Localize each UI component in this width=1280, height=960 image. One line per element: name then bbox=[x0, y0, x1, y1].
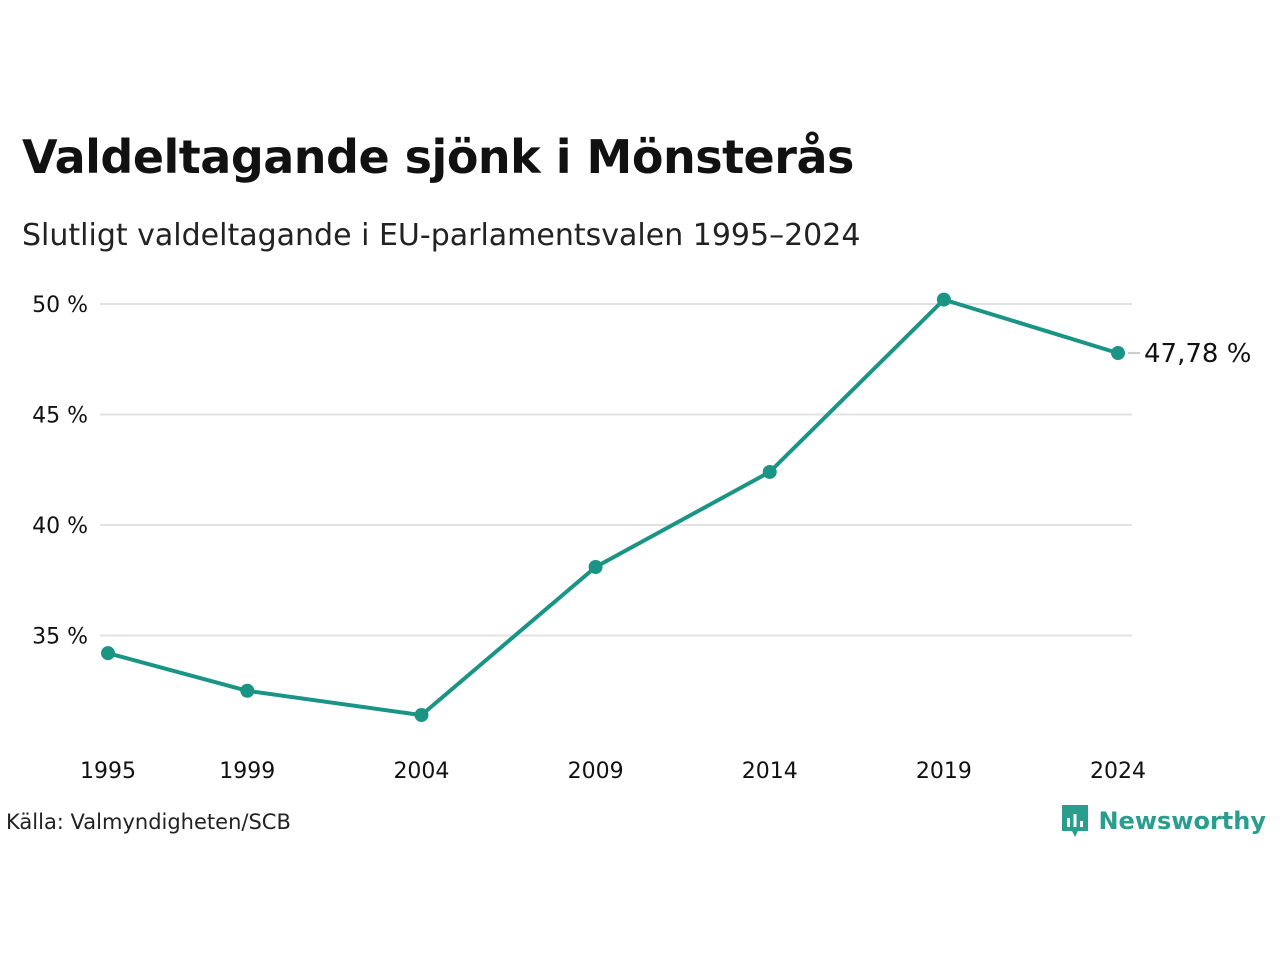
x-tick-label: 2019 bbox=[916, 759, 972, 784]
gridlines bbox=[100, 303, 1132, 637]
data-point-1995 bbox=[101, 646, 115, 661]
y-tick-label: 50 % bbox=[32, 293, 88, 318]
y-tick-label: 45 % bbox=[32, 404, 88, 429]
series-line-layer bbox=[106, 297, 1120, 718]
line-chart: 35 % 40 % 45 % 50 % 1995 1999 2004 2009 2014 201… bbox=[32, 292, 1251, 784]
newsworthy-logo: Newsworthy bbox=[1060, 803, 1266, 839]
data-point-2014 bbox=[762, 464, 777, 479]
x-tick-label: 1999 bbox=[219, 759, 275, 784]
data-point-1999 bbox=[240, 683, 255, 698]
x-tick-label: 2004 bbox=[393, 759, 449, 784]
newsworthy-logo-icon bbox=[1062, 805, 1089, 837]
data-points bbox=[101, 292, 1125, 723]
series-line bbox=[106, 297, 1120, 718]
chart-subtitle: Slutligt valdeltagande i EU-parlamentsva… bbox=[22, 218, 861, 253]
data-point-2019 bbox=[936, 292, 951, 307]
source-note: Källa: Valmyndigheten/SCB bbox=[6, 810, 291, 834]
x-tick-label: 2014 bbox=[742, 759, 798, 784]
y-tick-label: 35 % bbox=[32, 625, 88, 650]
chart-title: Valdeltagande sjönk i Mönsterås bbox=[22, 130, 854, 184]
data-point-2024 bbox=[1111, 346, 1125, 361]
end-label-layer: 47,78 % bbox=[1128, 339, 1251, 369]
data-point-2004 bbox=[414, 708, 429, 723]
y-tick-label: 40 % bbox=[32, 514, 88, 539]
x-tick-label: 2009 bbox=[568, 759, 624, 784]
x-tick-label: 1995 bbox=[80, 759, 136, 784]
data-point-2009 bbox=[588, 559, 603, 574]
x-tick-label: 2024 bbox=[1090, 759, 1146, 784]
y-axis-labels: 35 % 40 % 45 % 50 % bbox=[32, 293, 88, 650]
x-axis-labels: 1995 1999 2004 2009 2014 2019 2024 bbox=[80, 759, 1146, 784]
end-value-label: 47,78 % bbox=[1144, 339, 1251, 369]
newsworthy-logo-text: Newsworthy bbox=[1098, 807, 1266, 835]
